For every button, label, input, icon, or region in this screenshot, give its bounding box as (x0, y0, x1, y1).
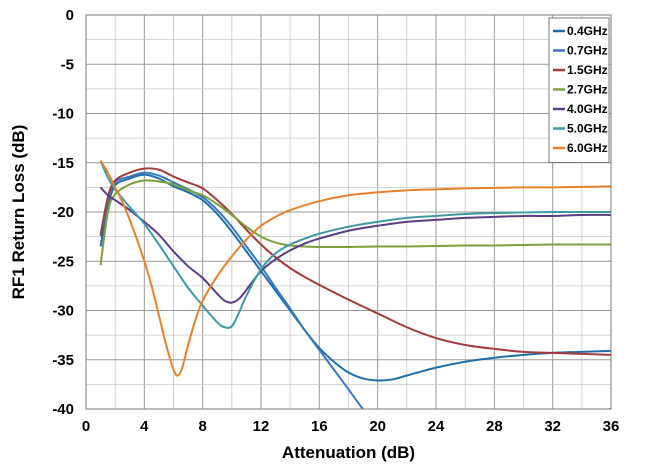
legend-item: 6.0GHz (553, 141, 608, 155)
plot-border (85, 14, 612, 410)
legend-label: 5.0GHz (567, 122, 608, 136)
x-tick-label: 28 (486, 418, 503, 435)
y-tick-label: 0 (66, 7, 74, 24)
legend-label: 0.7GHz (567, 44, 608, 58)
legend-item: 1.5GHz (553, 63, 608, 77)
legend-label: 0.4GHz (567, 24, 608, 38)
y-tick-label: -25 (52, 253, 74, 270)
x-tick-label: 8 (198, 418, 206, 435)
x-tick-label: 16 (311, 418, 328, 435)
x-axis-label: Attenuation (dB) (282, 443, 415, 462)
x-tick-label: 24 (428, 418, 445, 435)
legend-label: 1.5GHz (567, 63, 608, 77)
y-axis-label: RF1 Return Loss (dB) (9, 125, 28, 300)
y-tick-label: -35 (52, 352, 74, 369)
legend-label: 6.0GHz (567, 141, 608, 155)
legend-label: 4.0GHz (567, 102, 608, 116)
x-tick-label: 0 (82, 418, 90, 435)
y-tick-label: -30 (52, 303, 74, 320)
legend-item: 4.0GHz (553, 102, 608, 116)
y-tick-label: -10 (52, 106, 74, 123)
y-tick-label: -5 (61, 56, 74, 73)
legend-label: 2.7GHz (567, 83, 608, 97)
y-tick-label: -20 (52, 204, 74, 221)
series-group (99, 160, 611, 409)
x-tick-label: 12 (253, 418, 270, 435)
legend-item: 2.7GHz (553, 83, 608, 97)
series-line-5-0ghz (99, 160, 611, 329)
series-line-4-0ghz (99, 186, 611, 304)
legend-item: 0.4GHz (553, 24, 608, 38)
y-tick-label: -15 (52, 155, 74, 172)
legend-item: 5.0GHz (553, 122, 608, 136)
x-tick-label: 20 (369, 418, 386, 435)
y-tick-label: -40 (52, 401, 74, 418)
series-line-0-7ghz (99, 171, 611, 409)
x-tick-label: 4 (140, 418, 149, 435)
series-line-2-7ghz (99, 179, 611, 266)
series-line-6-0ghz (99, 160, 611, 377)
legend: 0.4GHz 0.7GHz 1.5GHz 2.7GHz 4.0GHz 5.0GHz 6.0G… (548, 17, 610, 163)
x-tick-label: 32 (544, 418, 561, 435)
series-line-1-5ghz (99, 167, 611, 356)
x-tick-label: 36 (603, 418, 620, 435)
legend-item: 0.7GHz (553, 44, 608, 58)
